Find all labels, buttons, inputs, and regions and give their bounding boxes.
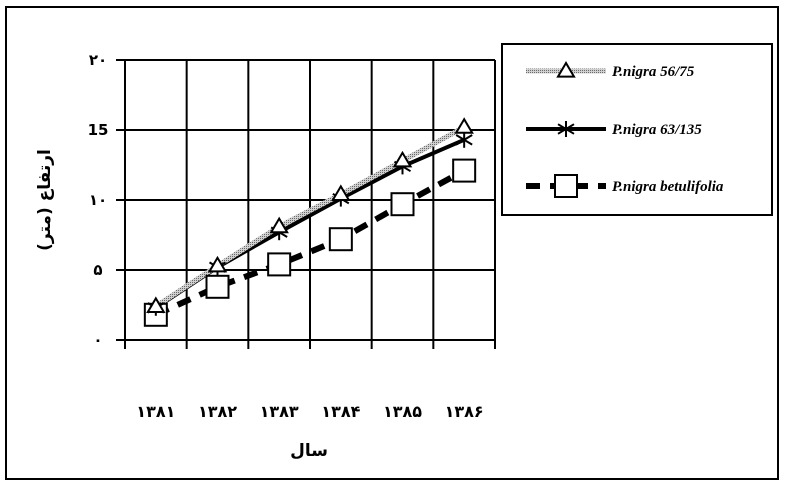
point-asterisk <box>557 121 575 137</box>
point-square <box>267 252 292 277</box>
legend: P.nigra 56/75 P.nigra 63/135 P.nigra betul… <box>501 43 773 216</box>
legend-label: P.nigra 63/135 <box>612 122 702 138</box>
x-axis-label: سال <box>290 441 328 461</box>
legend-entry: P.nigra 63/135 <box>526 121 702 138</box>
series-line <box>154 125 466 309</box>
y-tick-label: 15 <box>88 121 109 139</box>
y-tick-label: ۵ <box>93 261 102 279</box>
point-triangle <box>454 117 474 134</box>
series-layer <box>143 117 477 327</box>
point-triangle <box>556 61 576 78</box>
legend-label: P.nigra betulifolia <box>612 179 724 195</box>
point-square <box>452 158 477 183</box>
x-tick-label: ۱۳۸۵ <box>383 402 422 421</box>
x-tick-label: ۱۳۸۱ <box>136 402 175 421</box>
legend-entry: P.nigra betulifolia <box>526 174 724 198</box>
legend-entry: P.nigra 56/75 <box>526 61 695 80</box>
y-axis-label: ارتفاع (متر) <box>35 149 55 251</box>
point-triangle <box>146 296 166 313</box>
point-asterisk <box>455 131 473 148</box>
point-triangle <box>269 216 289 234</box>
x-tick-label: ۱۳۸۶ <box>445 402 484 421</box>
asterisk-stroke <box>557 123 575 135</box>
y-tick-label: ۰ <box>93 331 102 349</box>
asterisk-stroke <box>455 134 473 146</box>
point-square <box>554 174 578 198</box>
point-square <box>328 227 353 252</box>
point-triangle <box>207 255 228 273</box>
y-tick-label: ۲۰ <box>89 51 107 69</box>
y-axis-ticks: ۰ ۵ ۱۰ 15 ۲۰ <box>88 51 109 349</box>
point-triangle <box>392 150 413 168</box>
point-square <box>205 274 230 299</box>
point-square <box>390 192 415 217</box>
plot-grid <box>116 59 496 349</box>
point-triangle <box>331 184 351 201</box>
legend-label: P.nigra 56/75 <box>612 64 695 80</box>
x-tick-label: ۱۳۸۲ <box>198 402 237 421</box>
x-axis-ticks: ۱۳۸۱ ۱۳۸۲ ۱۳۸۳ ۱۳۸۴ ۱۳۸۵ ۱۳۸۶ <box>136 402 483 421</box>
x-tick-label: ۱۳۸۴ <box>321 402 360 421</box>
y-tick-label: ۱۰ <box>89 191 107 209</box>
x-tick-label: ۱۳۸۳ <box>260 402 299 421</box>
